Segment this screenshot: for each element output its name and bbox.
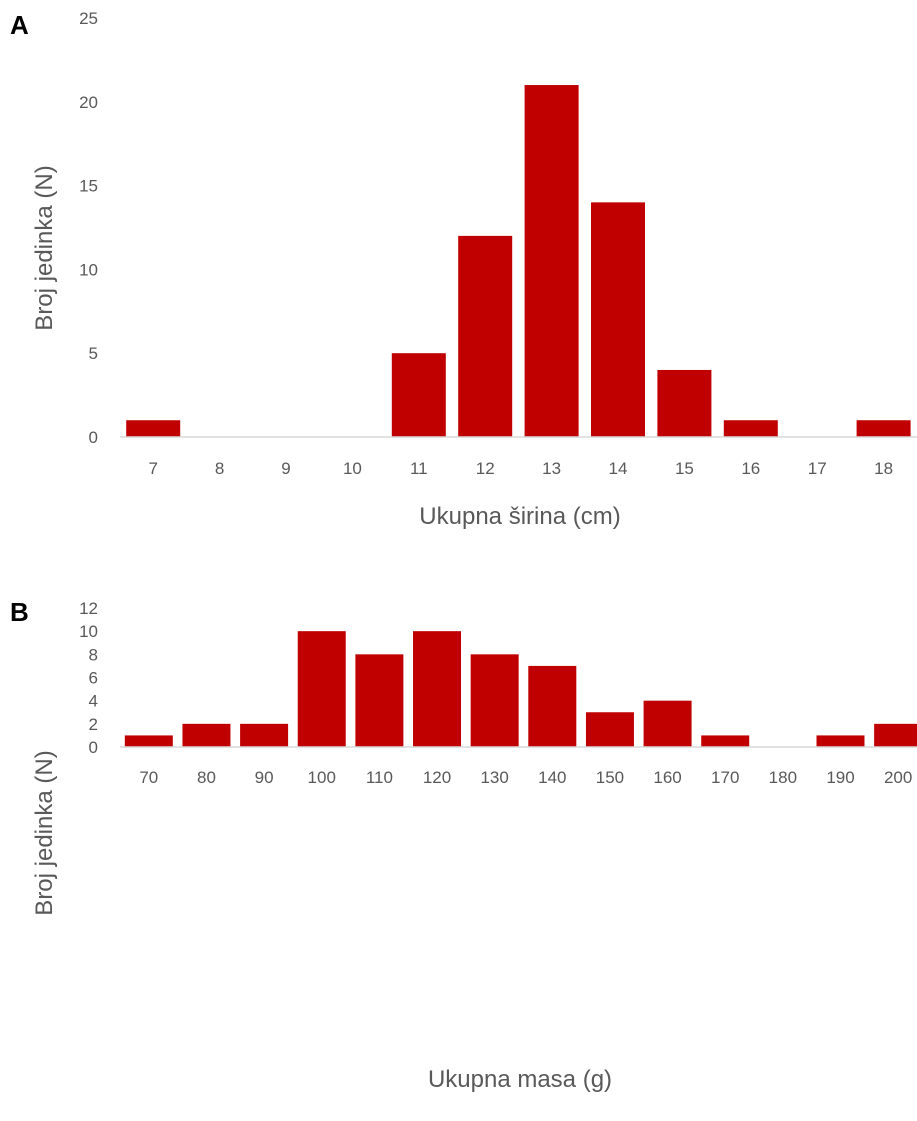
x-tick-label: 80: [197, 768, 216, 787]
x-tick-label: 70: [139, 768, 158, 787]
x-tick-label: 12: [476, 459, 495, 478]
panel-letter: B: [10, 597, 29, 627]
bar: [585, 712, 634, 747]
x-tick-label: 200: [884, 768, 912, 787]
bar: [355, 654, 404, 747]
y-tick-label: 2: [89, 715, 98, 734]
bar: [297, 631, 346, 747]
y-tick-label: 0: [89, 738, 98, 757]
bar: [528, 665, 577, 747]
bar: [657, 369, 712, 437]
bar: [856, 420, 911, 437]
y-tick-label: 12: [79, 599, 98, 618]
x-tick-label: 160: [653, 768, 681, 787]
bar: [240, 723, 289, 747]
bar: [723, 420, 778, 437]
x-tick-label: 15: [675, 459, 694, 478]
x-tick-label: 150: [596, 768, 624, 787]
x-tick-label: 140: [538, 768, 566, 787]
x-tick-label: 10: [343, 459, 362, 478]
y-axis-title: Broj jedinka (N): [31, 165, 58, 330]
x-tick-label: 18: [874, 459, 893, 478]
y-tick-label: 4: [89, 692, 98, 711]
bar: [413, 631, 462, 747]
chart-panel-a: A 0 5 10 15 20 25 7 8 9 10 11 12 13 14 15 16 17 18 Ukupna š…: [10, 9, 917, 530]
y-tick-label: 6: [89, 669, 98, 688]
y-tick-label: 10: [79, 260, 98, 279]
x-axis-title: Ukupna širina (cm): [419, 503, 620, 530]
x-tick-label: 13: [542, 459, 561, 478]
x-tick-label: 9: [281, 459, 290, 478]
y-tick-label: 5: [89, 344, 98, 363]
x-tick-label: 7: [148, 459, 157, 478]
bar: [391, 353, 446, 437]
y-tick-label: 8: [89, 645, 98, 664]
bar: [470, 654, 519, 747]
y-tick-label: 10: [79, 622, 98, 641]
bar: [591, 202, 645, 437]
bar: [458, 235, 513, 437]
bar: [874, 723, 917, 747]
x-tick-label: 90: [255, 768, 274, 787]
x-tick-label: 190: [826, 768, 854, 787]
y-tick-label: 25: [79, 9, 98, 28]
y-tick-label: 20: [79, 93, 98, 112]
bar: [126, 420, 181, 437]
x-tick-label: 8: [215, 459, 224, 478]
x-tick-label: 180: [769, 768, 797, 787]
bar: [701, 735, 750, 747]
y-tick-label: 0: [89, 428, 98, 447]
x-tick-label: 16: [741, 459, 760, 478]
x-axis-title: Ukupna masa (g): [428, 1066, 612, 1093]
bar: [182, 723, 231, 747]
chart-panel-b: B 0 2 4 6 8 10 12 70 80 90 100 110 120 130 140 150 160 170…: [10, 597, 917, 1093]
bar: [524, 85, 579, 437]
panel-letter: A: [10, 10, 29, 40]
x-tick-label: 100: [308, 768, 336, 787]
x-tick-label: 130: [480, 768, 508, 787]
y-axis-title: Broj jedinka (N): [31, 750, 58, 915]
x-tick-label: 11: [410, 459, 428, 478]
bar: [816, 735, 865, 747]
x-tick-label: 14: [609, 459, 628, 478]
x-tick-label: 110: [366, 768, 393, 787]
y-tick-label: 15: [79, 177, 98, 196]
x-tick-label: 17: [808, 459, 827, 478]
bar: [643, 700, 692, 747]
x-tick-label: 170: [711, 768, 739, 787]
x-tick-label: 120: [423, 768, 451, 787]
bar: [124, 735, 173, 747]
